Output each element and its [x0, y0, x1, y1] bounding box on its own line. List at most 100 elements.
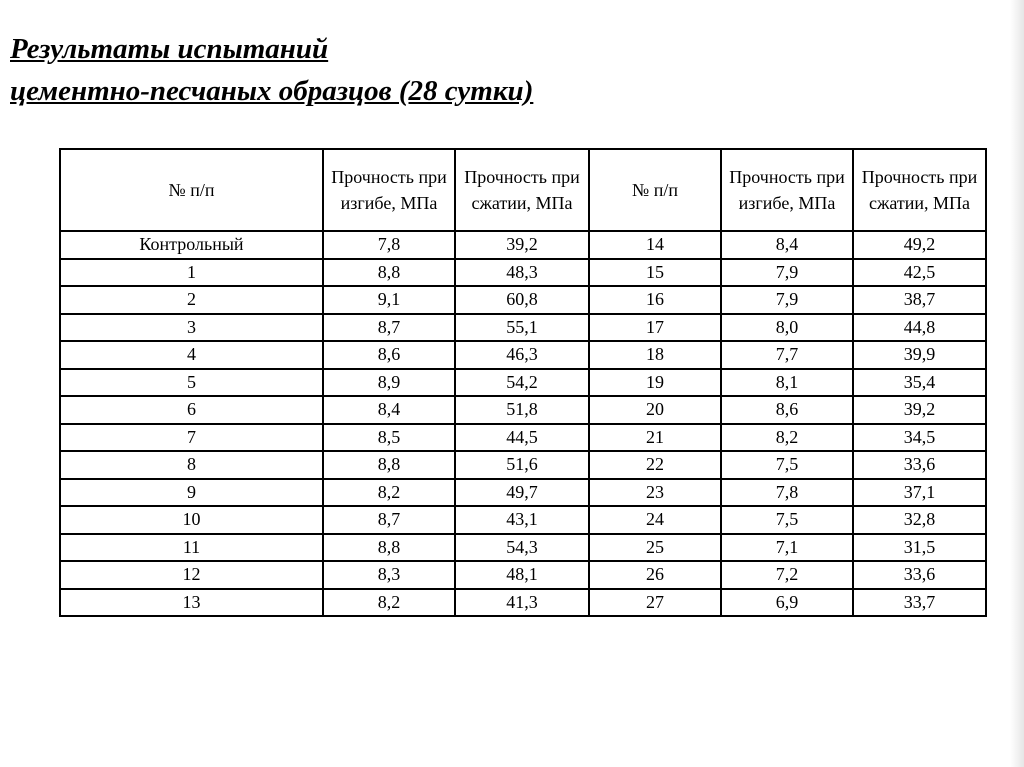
header-number-right: № п/п [588, 148, 722, 232]
cell-compression-right: 42,5 [852, 257, 987, 287]
title-line-1: Результаты испытаний [10, 33, 329, 65]
cell-compression-right: 39,2 [852, 395, 987, 425]
cell-number-left: 10 [59, 505, 324, 535]
cell-number-right: 22 [588, 450, 722, 480]
table-row: 12 8,3 48,1 26 7,2 33,6 [59, 560, 987, 590]
header-number-left: № п/п [59, 148, 324, 232]
cell-compression-right: 32,8 [852, 505, 987, 535]
cell-compression-left: 54,2 [454, 367, 590, 397]
table-row: 7 8,5 44,5 21 8,2 34,5 [59, 422, 987, 452]
cell-compression-left: 46,3 [454, 340, 590, 370]
cell-bending-left: 8,2 [322, 477, 456, 507]
cell-bending-left: 8,8 [322, 532, 456, 562]
cell-compression-left: 43,1 [454, 505, 590, 535]
table-row: 6 8,4 51,8 20 8,6 39,2 [59, 395, 987, 425]
cell-bending-left: 8,6 [322, 340, 456, 370]
table-row: 2 9,1 60,8 16 7,9 38,7 [59, 285, 987, 315]
table-row: 11 8,8 54,3 25 7,1 31,5 [59, 532, 987, 562]
cell-compression-right: 34,5 [852, 422, 987, 452]
cell-compression-right: 44,8 [852, 312, 987, 342]
cell-compression-left: 39,2 [454, 230, 590, 260]
cell-bending-left: 8,9 [322, 367, 456, 397]
cell-bending-left: 8,4 [322, 395, 456, 425]
cell-compression-left: 60,8 [454, 285, 590, 315]
table-row: Контрольный 7,8 39,2 14 8,4 49,2 [59, 230, 987, 260]
slide-title: Результаты испытаний цементно-песчаных о… [10, 28, 533, 112]
table-row: 3 8,7 55,1 17 8,0 44,8 [59, 312, 987, 342]
table-row: 10 8,7 43,1 24 7,5 32,8 [59, 505, 987, 535]
title-line-2: цементно-песчаных образцов (28 сутки) [10, 75, 534, 107]
cell-number-left: 5 [59, 367, 324, 397]
table-row: 13 8,2 41,3 27 6,9 33,7 [59, 587, 987, 617]
cell-bending-right: 8,1 [720, 367, 854, 397]
cell-compression-right: 33,6 [852, 450, 987, 480]
cell-compression-left: 51,6 [454, 450, 590, 480]
cell-bending-right: 7,7 [720, 340, 854, 370]
cell-compression-left: 55,1 [454, 312, 590, 342]
cell-number-left: 4 [59, 340, 324, 370]
cell-number-left: 6 [59, 395, 324, 425]
cell-bending-right: 7,9 [720, 285, 854, 315]
cell-bending-left: 8,5 [322, 422, 456, 452]
cell-number-right: 26 [588, 560, 722, 590]
results-table: № п/п Прочность при изгибе, МПа Прочност… [59, 148, 987, 617]
cell-bending-right: 8,0 [720, 312, 854, 342]
cell-bending-left: 8,3 [322, 560, 456, 590]
cell-bending-left: 8,7 [322, 505, 456, 535]
cell-compression-right: 37,1 [852, 477, 987, 507]
cell-compression-right: 31,5 [852, 532, 987, 562]
cell-number-right: 27 [588, 587, 722, 617]
table-row: 5 8,9 54,2 19 8,1 35,4 [59, 367, 987, 397]
cell-number-left: 9 [59, 477, 324, 507]
cell-compression-right: 49,2 [852, 230, 987, 260]
cell-compression-left: 48,3 [454, 257, 590, 287]
cell-compression-right: 38,7 [852, 285, 987, 315]
table-row: 4 8,6 46,3 18 7,7 39,9 [59, 340, 987, 370]
cell-bending-left: 8,8 [322, 257, 456, 287]
cell-number-left: Контрольный [59, 230, 324, 260]
cell-bending-right: 7,5 [720, 505, 854, 535]
cell-compression-right: 35,4 [852, 367, 987, 397]
cell-compression-right: 33,6 [852, 560, 987, 590]
cell-bending-right: 8,6 [720, 395, 854, 425]
cell-number-right: 24 [588, 505, 722, 535]
cell-bending-left: 9,1 [322, 285, 456, 315]
table-row: 9 8,2 49,7 23 7,8 37,1 [59, 477, 987, 507]
cell-bending-left: 7,8 [322, 230, 456, 260]
cell-number-left: 11 [59, 532, 324, 562]
cell-number-left: 12 [59, 560, 324, 590]
cell-bending-right: 7,9 [720, 257, 854, 287]
table-row: 1 8,8 48,3 15 7,9 42,5 [59, 257, 987, 287]
cell-compression-left: 44,5 [454, 422, 590, 452]
cell-number-right: 20 [588, 395, 722, 425]
cell-bending-right: 8,4 [720, 230, 854, 260]
table-row: 8 8,8 51,6 22 7,5 33,6 [59, 450, 987, 480]
header-bending-right: Прочность при изгибе, МПа [720, 148, 854, 232]
cell-compression-left: 54,3 [454, 532, 590, 562]
cell-number-right: 25 [588, 532, 722, 562]
table-body: Контрольный 7,8 39,2 14 8,4 49,2 1 8,8 48,3 15 7,9… [59, 230, 987, 617]
cell-number-right: 19 [588, 367, 722, 397]
cell-bending-left: 8,2 [322, 587, 456, 617]
cell-number-left: 13 [59, 587, 324, 617]
cell-compression-left: 49,7 [454, 477, 590, 507]
cell-bending-left: 8,7 [322, 312, 456, 342]
cell-bending-right: 7,1 [720, 532, 854, 562]
header-compression-right: Прочность при сжатии, МПа [852, 148, 987, 232]
cell-bending-right: 7,2 [720, 560, 854, 590]
cell-compression-left: 51,8 [454, 395, 590, 425]
cell-compression-left: 48,1 [454, 560, 590, 590]
cell-compression-right: 39,9 [852, 340, 987, 370]
cell-bending-right: 6,9 [720, 587, 854, 617]
cell-number-right: 16 [588, 285, 722, 315]
cell-number-left: 1 [59, 257, 324, 287]
cell-number-left: 3 [59, 312, 324, 342]
cell-compression-right: 33,7 [852, 587, 987, 617]
cell-number-left: 2 [59, 285, 324, 315]
cell-number-right: 18 [588, 340, 722, 370]
header-bending-left: Прочность при изгибе, МПа [322, 148, 456, 232]
cell-number-right: 15 [588, 257, 722, 287]
cell-number-left: 7 [59, 422, 324, 452]
table-header-row: № п/п Прочность при изгибе, МПа Прочност… [59, 148, 987, 232]
header-compression-left: Прочность при сжатии, МПа [454, 148, 590, 232]
